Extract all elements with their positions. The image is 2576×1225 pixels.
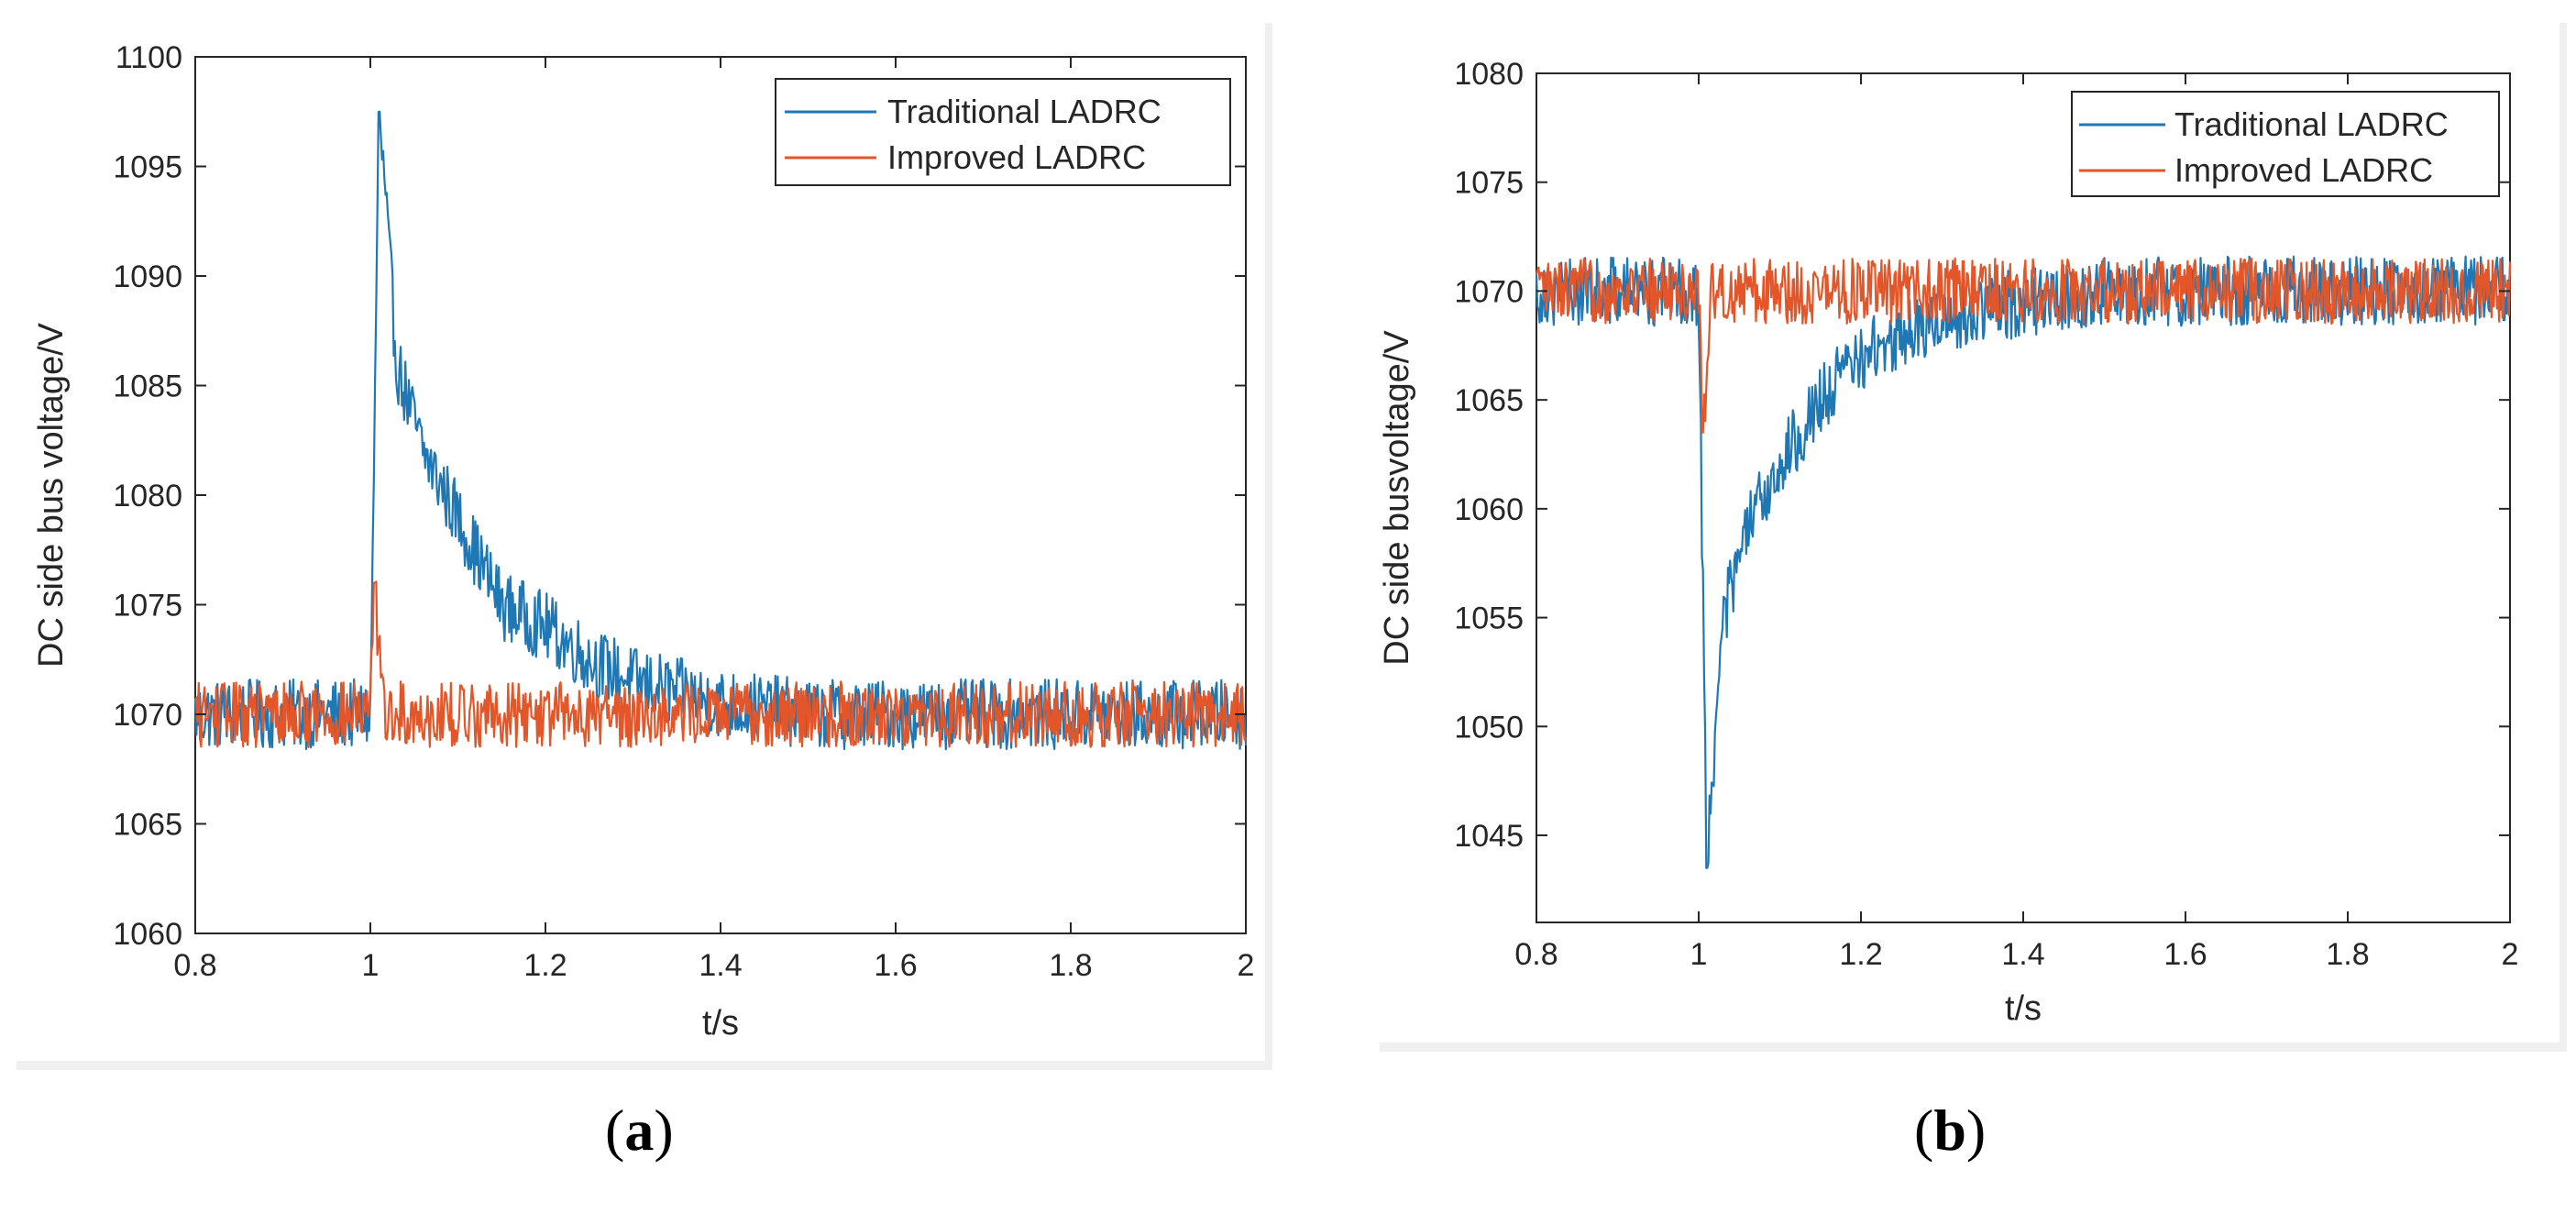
chart-a-legend-label-traditional: Traditional LADRC xyxy=(887,93,1161,130)
caption-a: (a) xyxy=(605,1097,674,1164)
chart-b-ylabel: DC side busvoltage/V xyxy=(1378,330,1416,666)
chart-a-ytick-label: 1075 xyxy=(113,589,182,624)
chart-b-xtick-label: 1 xyxy=(1690,937,1708,972)
chart-a-ytick-label: 1060 xyxy=(113,917,182,952)
chart-a-ytick-label: 1090 xyxy=(113,259,182,294)
caption-a-close: ) xyxy=(654,1098,674,1163)
chart-a-xtick-label: 1 xyxy=(362,948,380,983)
chart-b: 0.8 1 1.2 1.4 1.6 1.8 2 1045105010551060106510… xyxy=(1378,57,2518,1028)
chart-b-xtick-label: 1.8 xyxy=(2326,937,2369,972)
chart-b-ytick-label: 1065 xyxy=(1454,383,1524,418)
chart-b-y-ticks: 1045 1050 1055 1060 1065 1070 1075 1080 xyxy=(1454,57,2510,854)
chart-b-series-improved xyxy=(1535,257,2512,434)
chart-a-series-improved xyxy=(194,580,1247,748)
chart-b-xlabel: t/s xyxy=(2005,989,2042,1028)
chart-b-legend: Traditional LADRC Improved LADRC xyxy=(2071,91,2500,197)
chart-a-ytick-label: 1085 xyxy=(113,370,182,404)
caption-b-letter: b xyxy=(1933,1098,1966,1163)
chart-a-xlabel: t/s xyxy=(702,1004,739,1043)
chart-b-series-group xyxy=(1535,255,2512,869)
chart-a-ylabel: DC side bus voltage/V xyxy=(32,322,71,668)
caption-b: (b) xyxy=(1914,1097,1986,1164)
chart-a-legend: Traditional LADRC Improved LADRC xyxy=(775,78,1231,186)
chart-a-xtick-label: 2 xyxy=(1238,948,1255,983)
chart-b-xtick-label: 1.4 xyxy=(2001,937,2044,972)
chart-a-plot-area xyxy=(194,56,1247,934)
chart-a-y-ticks: 1060 1065 1070 1075 1080 1085 1090 1095 1100 xyxy=(113,40,1246,952)
chart-b-xtick-label: 1.2 xyxy=(1839,937,1882,972)
chart-a-series-group xyxy=(193,110,1248,751)
chart-b-xtick-label: 1.6 xyxy=(2163,937,2207,972)
chart-a-legend-box xyxy=(775,78,1231,186)
caption-b-open: ( xyxy=(1914,1098,1934,1163)
chart-b-x-ticks: 0.8 1 1.2 1.4 1.6 1.8 2 xyxy=(1514,73,2518,972)
chart-b-ytick-label: 1060 xyxy=(1454,492,1524,527)
chart-b-plot-area xyxy=(1536,72,2511,923)
chart-b-legend-box xyxy=(2071,91,2500,197)
chart-b-legend-label-traditional: Traditional LADRC xyxy=(2174,105,2449,143)
chart-a-ytick-label: 1065 xyxy=(113,808,182,843)
caption-b-close: ) xyxy=(1965,1098,1987,1163)
chart-b-xtick-label: 2 xyxy=(2502,937,2519,972)
chart-a-ytick-label: 1080 xyxy=(113,479,182,513)
chart-b-ytick-label: 1055 xyxy=(1454,601,1524,636)
chart-b-ytick-label: 1075 xyxy=(1454,166,1524,201)
chart-b-ytick-label: 1080 xyxy=(1454,57,1524,92)
caption-a-letter: a xyxy=(624,1098,655,1163)
chart-a-xtick-label: 1.8 xyxy=(1049,948,1092,983)
chart-a-x-ticks: 0.8 1 1.2 1.4 1.6 1.8 2 xyxy=(173,57,1254,983)
caption-a-open: ( xyxy=(605,1098,625,1163)
chart-a-xtick-label: 1.6 xyxy=(874,948,917,983)
chart-b-ytick-label: 1070 xyxy=(1454,274,1524,309)
chart-b-xtick-label: 0.8 xyxy=(1514,937,1558,972)
chart-b-ytick-label: 1045 xyxy=(1454,819,1524,854)
chart-a-xtick-label: 0.8 xyxy=(173,948,216,983)
chart-a-xtick-label: 1.4 xyxy=(699,948,742,983)
chart-a-xtick-label: 1.2 xyxy=(523,948,567,983)
chart-b-ytick-label: 1050 xyxy=(1454,710,1524,745)
chart-a-ytick-label: 1095 xyxy=(113,150,182,185)
chart-a-ytick-label: 1070 xyxy=(113,698,182,733)
chart-a: 0.8 1 1.2 1.4 1.6 1.8 2 1060106510701075108010… xyxy=(32,40,1254,1043)
chart-a-ytick-label: 1100 xyxy=(116,40,182,75)
chart-a-legend-label-improved: Improved LADRC xyxy=(887,138,1146,176)
chart-b-legend-label-improved: Improved LADRC xyxy=(2174,151,2433,189)
